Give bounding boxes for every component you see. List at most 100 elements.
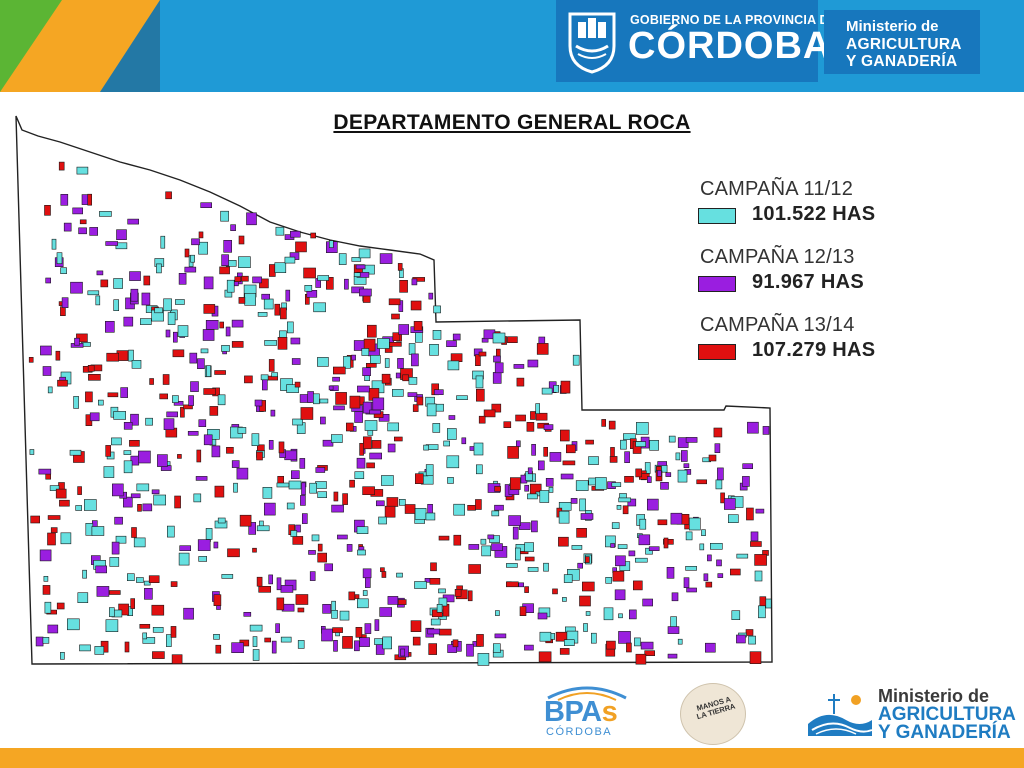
field-plot	[585, 439, 594, 445]
field-plot	[494, 504, 504, 511]
field-plot	[295, 524, 301, 533]
field-plot	[537, 612, 548, 620]
province-name: CÓRDOBA	[628, 25, 832, 67]
field-plot	[354, 594, 360, 599]
field-plot	[131, 360, 142, 369]
field-plot	[399, 280, 408, 293]
field-plot	[315, 467, 326, 473]
field-plot	[481, 545, 492, 557]
field-plot	[571, 545, 583, 550]
field-plot	[381, 373, 391, 384]
field-plot	[322, 603, 331, 614]
field-plot	[311, 534, 320, 542]
field-plot	[70, 281, 83, 294]
field-plot	[747, 421, 759, 434]
field-plot	[344, 278, 349, 290]
field-plot	[106, 352, 119, 362]
field-plot	[558, 536, 569, 547]
field-plot	[727, 514, 739, 524]
field-plot	[321, 628, 333, 642]
field-plot	[29, 449, 35, 455]
field-plot	[423, 444, 429, 451]
field-plot	[284, 450, 298, 461]
field-plot	[270, 409, 276, 417]
field-plot	[478, 415, 486, 424]
field-plot	[87, 364, 95, 372]
field-plot	[278, 441, 285, 454]
field-plot	[103, 466, 115, 478]
field-plot	[384, 505, 396, 518]
field-plot	[79, 644, 91, 652]
field-plot	[618, 631, 631, 644]
field-plot	[317, 357, 329, 367]
field-plot	[170, 626, 177, 638]
ministry-name-line2: Y GANADERÍA	[878, 722, 1011, 743]
field-plot	[648, 546, 660, 552]
field-plot	[142, 503, 153, 512]
cordoba-government-logo: GOBIERNO DE LA PROVINCIA DE CÓRDOBA	[556, 0, 837, 82]
field-plot	[256, 576, 263, 587]
field-plot	[408, 376, 418, 385]
field-plot	[137, 503, 142, 512]
field-plot	[42, 585, 51, 595]
field-plot	[213, 633, 220, 640]
field-plot	[174, 495, 181, 509]
ministry-name-line1: AGRICULTURA	[878, 704, 1016, 725]
field-plot	[215, 644, 222, 654]
field-plot	[111, 437, 122, 446]
field-plot	[579, 498, 586, 512]
field-plot	[429, 344, 439, 356]
field-plot	[559, 648, 570, 655]
field-plot	[562, 597, 567, 602]
field-plot	[709, 542, 723, 550]
field-plot	[660, 481, 669, 490]
field-plot	[61, 297, 69, 308]
field-plot	[612, 570, 625, 582]
legend-item: CAMPAÑA 12/13 91.967 HAS	[696, 246, 906, 314]
field-plot	[428, 643, 438, 655]
field-plot	[303, 267, 316, 279]
field-plot	[480, 538, 487, 545]
field-plot	[197, 539, 211, 551]
field-plot	[143, 580, 151, 586]
field-plot	[537, 460, 545, 471]
field-plot	[349, 479, 355, 488]
field-plot	[646, 476, 652, 483]
field-plot	[453, 503, 466, 516]
field-plot	[118, 603, 129, 616]
field-plot	[635, 468, 643, 478]
field-plot	[446, 340, 457, 347]
field-plot	[515, 414, 526, 422]
field-plot	[742, 463, 754, 470]
field-plot	[354, 471, 365, 480]
field-plot	[203, 434, 213, 446]
field-plot	[538, 336, 546, 345]
field-plot	[433, 305, 441, 314]
field-plot	[57, 379, 68, 387]
field-plot	[81, 194, 89, 205]
field-plot	[141, 292, 151, 306]
field-plot	[491, 403, 502, 413]
field-plot	[750, 541, 762, 547]
field-plot	[526, 421, 535, 432]
field-plot	[225, 326, 231, 337]
field-plot	[675, 452, 681, 461]
ministry-logo-bottom: Ministerio de AGRICULTURA Y GANADERÍA	[806, 686, 1018, 744]
field-plot	[244, 293, 256, 306]
field-plot	[271, 640, 277, 654]
field-plot	[184, 266, 197, 273]
field-plot	[635, 441, 647, 447]
field-plot	[165, 329, 171, 338]
field-plot	[295, 594, 309, 605]
field-plot	[558, 510, 570, 524]
ministry-label: Ministerio de	[878, 686, 990, 706]
field-plot	[362, 436, 372, 450]
field-plot	[563, 574, 573, 583]
field-plot	[714, 443, 721, 454]
field-plot	[275, 226, 285, 236]
field-plot	[705, 581, 713, 588]
field-plot	[683, 577, 690, 589]
field-plot	[130, 493, 141, 499]
field-plot	[639, 518, 647, 530]
field-plot	[576, 527, 587, 538]
